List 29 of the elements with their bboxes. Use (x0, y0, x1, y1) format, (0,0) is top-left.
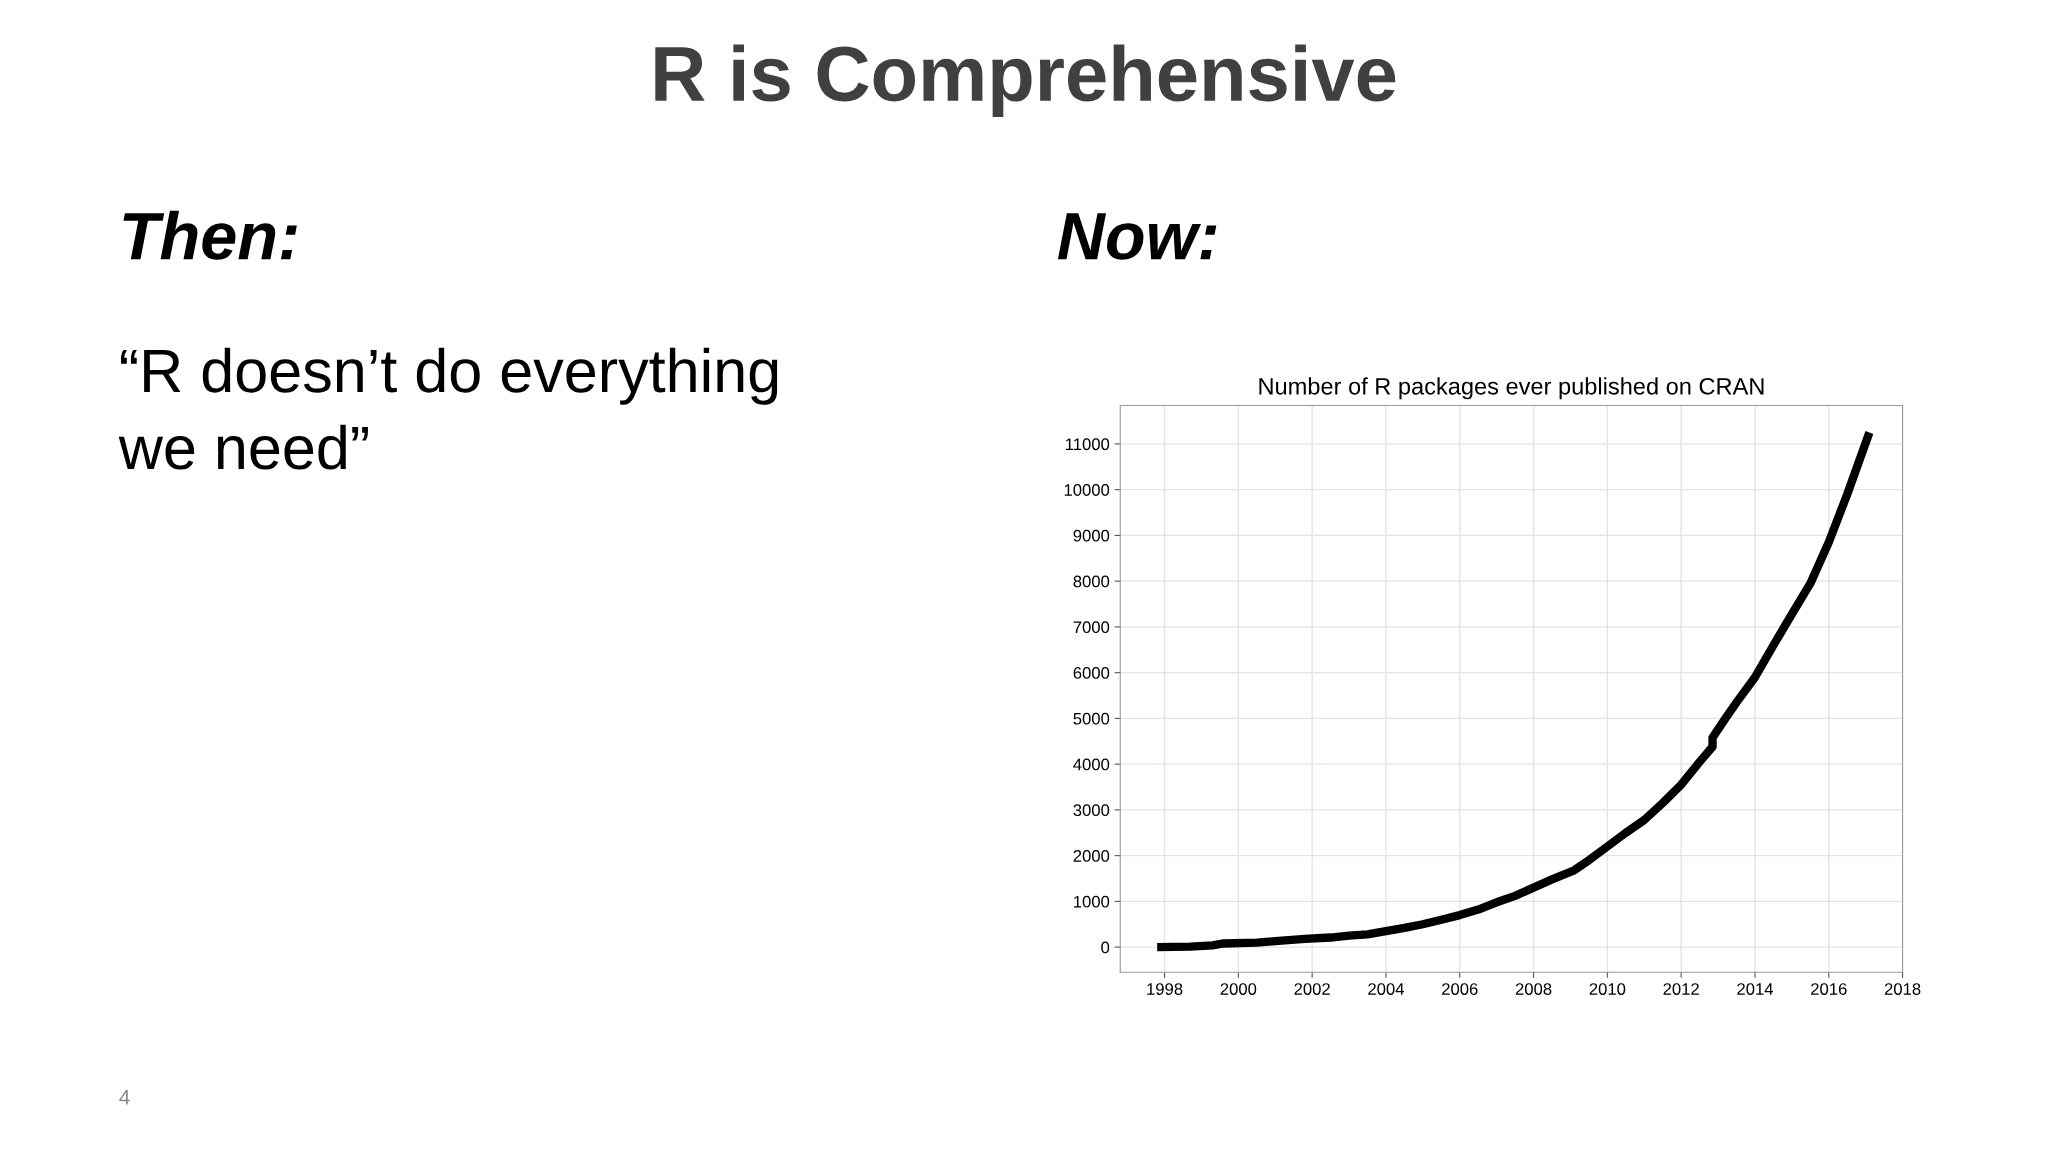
y-tick-label: 7000 (1073, 621, 1110, 634)
chart-title: Number of R packages ever published on CRAN (1259, 377, 1764, 400)
y-tick-label: 0 (1101, 941, 1110, 954)
y-tick-label: 3000 (1073, 804, 1110, 817)
x-tick-label: 1998 (1147, 983, 1183, 995)
y-tick-label: 9000 (1073, 529, 1110, 542)
x-tick-label: 2008 (1515, 983, 1552, 995)
text: Now: (1057, 213, 1217, 260)
text: 4 (119, 1090, 130, 1105)
y-tick-label: 4000 (1073, 758, 1110, 771)
y-tick-label: 2000 (1073, 850, 1110, 862)
x-tick-label: 2000 (1220, 983, 1257, 995)
y-tick-label: 10000 (1064, 484, 1110, 496)
x-tick-label: 2012 (1663, 983, 1699, 995)
x-tick-label: 2018 (1884, 983, 1921, 995)
x-tick-label: 2016 (1811, 983, 1847, 995)
text: Then: (123, 210, 297, 260)
x-tick-label: 2014 (1737, 983, 1774, 995)
x-tick-label: 2006 (1442, 983, 1478, 995)
text: “R doesn’t do everything we need” (118, 347, 778, 470)
x-tick-label: 2004 (1368, 983, 1405, 995)
y-tick-label: 8000 (1073, 575, 1110, 588)
x-tick-label: 2010 (1589, 983, 1626, 995)
y-tick-label: 1000 (1074, 895, 1110, 908)
y-tick-label: 6000 (1073, 667, 1110, 679)
text: R is Comprehensive (655, 44, 1396, 117)
x-tick-label: 2002 (1294, 983, 1330, 995)
y-tick-label: 11000 (1066, 438, 1110, 451)
y-tick-label: 5000 (1073, 712, 1110, 725)
